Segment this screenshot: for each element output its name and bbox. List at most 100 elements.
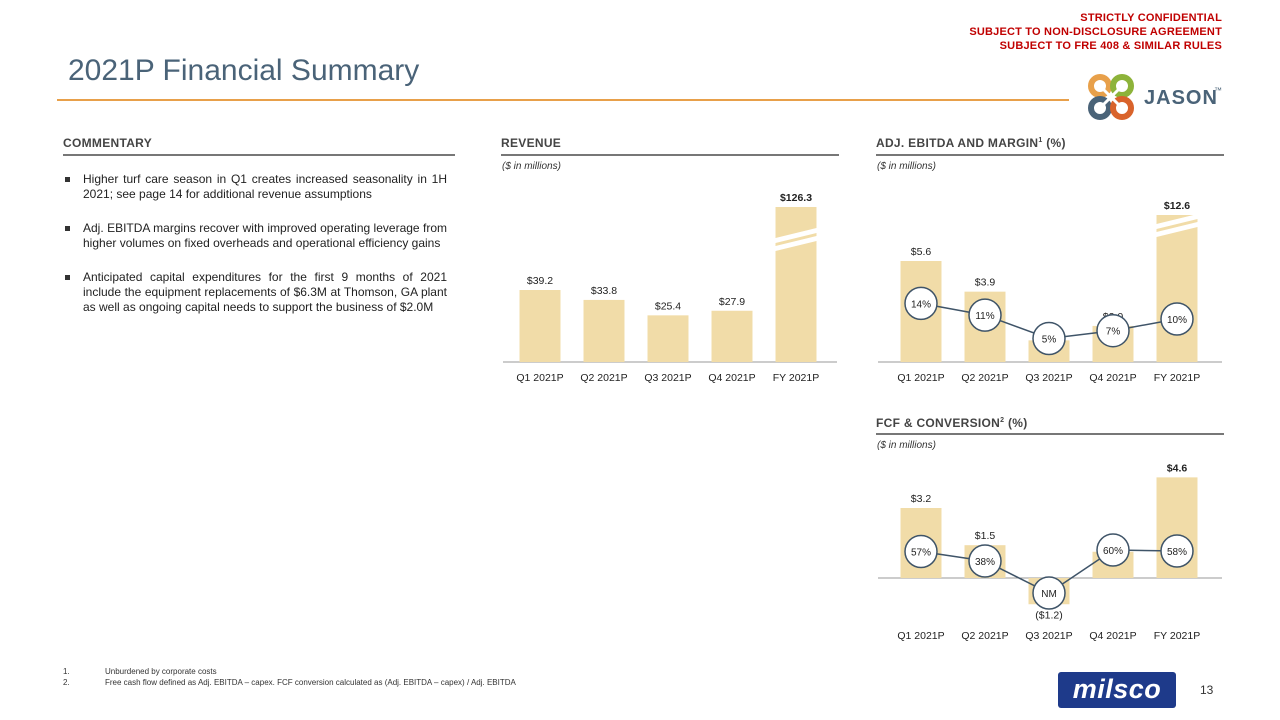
footnote: 2. Free cash flow defined as Adj. EBITDA … [63,677,516,688]
fcf-x-tick-label: Q3 2021P [1025,630,1072,642]
revenue-bar [647,315,689,362]
fcf-conversion-label: 58% [1167,547,1187,558]
axis-break-mark [775,228,817,243]
ebitda-margin-label: 11% [975,311,994,322]
revenue-heading: REVENUE [501,136,562,150]
ebitda-margin-marker [904,286,938,321]
revenue-x-tick-label: FY 2021P [773,372,820,384]
ebitda-margin-marker [968,298,1002,332]
confidential-line-3: SUBJECT TO FRE 408 & SIMILAR RULES [999,40,1222,52]
fcf-heading-text: FCF & CONVERSION [876,416,1001,430]
ebitda-heading: ADJ. EBITDA AND MARGIN1 (%) [876,136,1066,150]
fcf-data-label: $3.2 [911,493,932,505]
ebitda-margin-label: 7% [1106,327,1121,338]
fcf-conversion-marker [968,544,1002,578]
fcf-conversion-marker [1096,533,1130,567]
revenue-data-label: $126.3 [780,192,812,204]
fcf-x-tick-label: Q4 2021P [1089,630,1136,642]
commentary-bullet-text: Anticipated capital expenditures for the… [83,270,447,314]
milsco-logo: milsco [1058,672,1176,708]
footnotes: 1. Unburdened by corporate costs 2. Free c… [63,666,516,688]
ebitda-data-label: $5.6 [911,246,932,258]
ebitda-x-tick-label: Q4 2021P [1089,372,1136,384]
axis-break-mark [1156,214,1198,229]
ebitda-margin-marker [1160,302,1194,336]
page-number: 13 [1200,683,1214,697]
fcf-conversion-marker [1032,576,1066,610]
bullet-square-icon [65,177,70,182]
ebitda-unit: ($ in millions) [877,161,936,172]
fcf-chart: $3.2Q1 2021P$1.5Q2 2021P($1.2)Q3 2021P$1… [878,462,1222,642]
page-title: 2021P Financial Summary [68,54,420,87]
ebitda-margin-label: 10% [1167,315,1187,326]
revenue-unit: ($ in millions) [502,161,561,172]
jason-logo-tm: ™ [1214,86,1222,95]
fcf-conversion-label: 38% [975,557,995,568]
fcf-conversion-label: 57% [911,548,931,559]
axis-break-mark [775,236,817,251]
fcf-conversion-label: 60% [1103,546,1123,557]
revenue-data-label: $33.8 [591,285,617,297]
revenue-data-label: $27.9 [719,296,745,308]
fcf-data-label: ($1.2) [1035,609,1062,621]
ebitda-heading-text: ADJ. EBITDA AND MARGIN [876,136,1039,150]
commentary-bullet: Adj. EBITDA margins recover with improve… [63,221,447,251]
revenue-x-tick-label: Q1 2021P [516,372,563,384]
ebitda-x-tick-label: Q3 2021P [1025,372,1072,384]
axis-break-mark [1156,222,1198,237]
commentary-bullet: Anticipated capital expenditures for the… [63,270,447,315]
title-divider [57,99,1069,101]
fcf-x-tick-label: FY 2021P [1154,630,1201,642]
ebitda-data-label: $12.6 [1164,200,1190,212]
commentary-bullet-text: Adj. EBITDA margins recover with improve… [83,221,447,250]
fcf-data-label: $1.5 [975,530,996,542]
confidential-line-1: STRICTLY CONFIDENTIAL [1080,12,1222,24]
ebitda-x-tick-label: Q2 2021P [961,372,1008,384]
revenue-data-label: $39.2 [527,275,553,287]
commentary-heading: COMMENTARY [63,136,152,150]
footnote-text: Free cash flow defined as Adj. EBITDA – … [105,678,516,687]
footnote-number: 2. [63,678,70,687]
ebitda-margin-marker [1096,313,1130,348]
fcf-heading-suffix: (%) [1004,416,1028,430]
revenue-x-tick-label: Q4 2021P [708,372,755,384]
ebitda-chart: $5.6Q1 2021P$3.9Q2 2021P$1.2Q3 2021P$2.0… [878,200,1222,384]
ebitda-margin-marker [1032,321,1066,356]
fcf-conversion-label: NM [1041,589,1057,600]
fcf-unit: ($ in millions) [877,440,936,451]
ebitda-divider [876,154,1224,156]
ebitda-x-tick-label: Q1 2021P [897,372,944,384]
ebitda-margin-label: 5% [1042,335,1057,346]
revenue-x-tick-label: Q2 2021P [580,372,627,384]
revenue-bar [583,299,625,362]
milsco-logo-text: milsco [1072,674,1162,704]
revenue-x-tick-label: Q3 2021P [644,372,691,384]
jason-logo: JASON ™ [1086,72,1236,124]
fcf-conversion-marker [1160,534,1194,568]
fcf-data-label: $4.6 [1167,462,1188,474]
footnote-number: 1. [63,667,70,676]
fcf-divider [876,433,1224,435]
bullet-square-icon [65,226,70,231]
commentary-section: Higher turf care season in Q1 creates in… [63,172,447,334]
ebitda-heading-suffix: (%) [1042,136,1066,150]
confidential-line-2: SUBJECT TO NON-DISCLOSURE AGREEMENT [969,26,1222,38]
footnote-text: Unburdened by corporate costs [105,667,217,676]
confidentiality-notice: STRICTLY CONFIDENTIAL SUBJECT TO NON-DIS… [969,11,1222,53]
bullet-square-icon [65,275,70,280]
footnote: 1. Unburdened by corporate costs [63,666,516,677]
revenue-chart: $39.2 Q1 2021P $33.8 Q2 2021P $25.4 Q3 2021P $… [503,192,837,384]
jason-logo-text: JASON [1144,87,1218,109]
revenue-bar [711,310,753,362]
revenue-divider [501,154,839,156]
ebitda-data-label: $3.9 [975,277,996,289]
revenue-bar [519,290,561,362]
ebitda-x-tick-label: FY 2021P [1154,372,1201,384]
fcf-x-tick-label: Q2 2021P [961,630,1008,642]
jason-logo-mark-icon [1088,74,1134,120]
commentary-divider [63,154,455,156]
fcf-conversion-marker [904,534,938,569]
fcf-heading: FCF & CONVERSION2 (%) [876,416,1028,430]
commentary-list: Higher turf care season in Q1 creates in… [63,172,447,315]
commentary-bullet: Higher turf care season in Q1 creates in… [63,172,447,202]
